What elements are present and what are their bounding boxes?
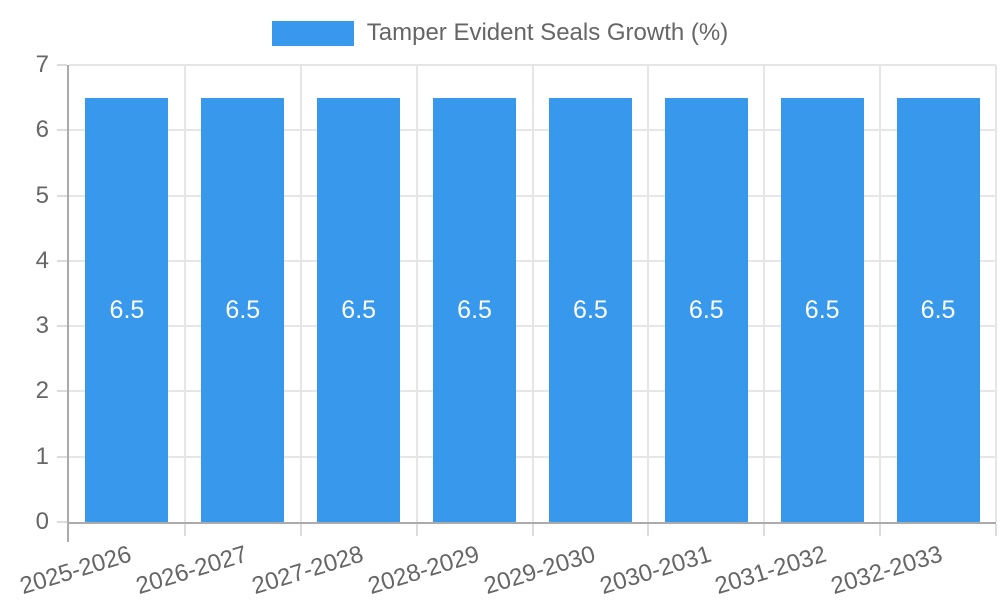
x-axis-tick: [531, 524, 534, 536]
bar[interactable]: 6.5: [433, 97, 517, 522]
vertical-gridline: [183, 65, 186, 522]
y-axis-tick-label: 0: [35, 508, 49, 535]
x-axis-tick-label: 2031-2032: [712, 540, 830, 600]
x-axis-tick-label: 2032-2033: [828, 540, 946, 600]
x-axis-tick-label: 2026-2027: [132, 540, 251, 600]
x-axis-tick: [879, 524, 882, 536]
y-axis-tick: [57, 521, 67, 523]
y-axis-tick: [57, 455, 67, 458]
x-axis-tick: [647, 524, 650, 536]
x-axis-tick: [299, 524, 302, 536]
vertical-gridline: [531, 65, 534, 522]
x-axis-tick-label: 2028-2029: [364, 540, 483, 600]
bar[interactable]: 6.5: [201, 97, 285, 522]
bar-value-label: 6.5: [573, 295, 608, 324]
y-axis-tick: [57, 259, 67, 262]
bar-value-label: 6.5: [920, 295, 956, 324]
vertical-gridline: [763, 65, 766, 522]
bar[interactable]: 6.5: [548, 97, 632, 522]
vertical-gridline: [995, 65, 997, 522]
x-axis-tick: [183, 524, 186, 536]
x-axis-tick: [67, 524, 69, 542]
y-axis-tick: [57, 325, 67, 328]
y-axis-tick-label: 2: [35, 377, 49, 405]
legend[interactable]: Tamper Evident Seals Growth (%): [0, 19, 1000, 47]
vertical-gridline: [647, 65, 650, 522]
bar[interactable]: 6.5: [780, 97, 864, 522]
legend-swatch-icon: [271, 20, 354, 46]
bar[interactable]: 6.5: [664, 97, 748, 522]
y-axis-tick-label: 3: [35, 312, 49, 340]
bar-value-label: 6.5: [109, 295, 145, 324]
bar-value-label: 6.5: [688, 295, 724, 324]
y-axis-tick-label: 5: [35, 181, 49, 209]
y-axis-tick: [57, 129, 67, 132]
bar[interactable]: 6.5: [85, 97, 169, 522]
x-axis-tick-label: 2025-2026: [17, 540, 135, 600]
x-axis-tick: [763, 524, 766, 536]
y-axis-tick-label: 7: [35, 51, 49, 78]
vertical-gridline: [879, 65, 882, 522]
plot-area: 6.5 6.5 6.5 6.5 6.5 6.5 6.5 6.5: [57, 64, 997, 542]
bar[interactable]: 6.5: [317, 97, 401, 522]
x-axis-tick-label: 2029-2030: [480, 540, 599, 600]
y-axis-tick: [57, 390, 67, 393]
x-axis-tick-label: 2030-2031: [596, 540, 715, 600]
y-axis-tick-label: 1: [35, 442, 49, 470]
y-axis-tick: [57, 64, 67, 66]
y-axis-tick-label: 4: [35, 246, 49, 274]
x-axis-tick: [995, 524, 997, 536]
x-axis-tick-label: 2027-2028: [248, 540, 367, 600]
y-axis-tick-label: 6: [35, 116, 49, 144]
legend-label: Tamper Evident Seals Growth (%): [366, 19, 729, 46]
vertical-gridline: [415, 65, 418, 522]
x-axis-tick: [415, 524, 418, 536]
vertical-gridline: [299, 65, 302, 522]
bar-value-label: 6.5: [341, 295, 377, 324]
bar-value-label: 6.5: [457, 295, 492, 324]
bar-value-label: 6.5: [225, 295, 261, 324]
bar-value-label: 6.5: [804, 295, 840, 324]
bar[interactable]: 6.5: [896, 97, 980, 522]
y-axis-tick: [57, 194, 67, 197]
